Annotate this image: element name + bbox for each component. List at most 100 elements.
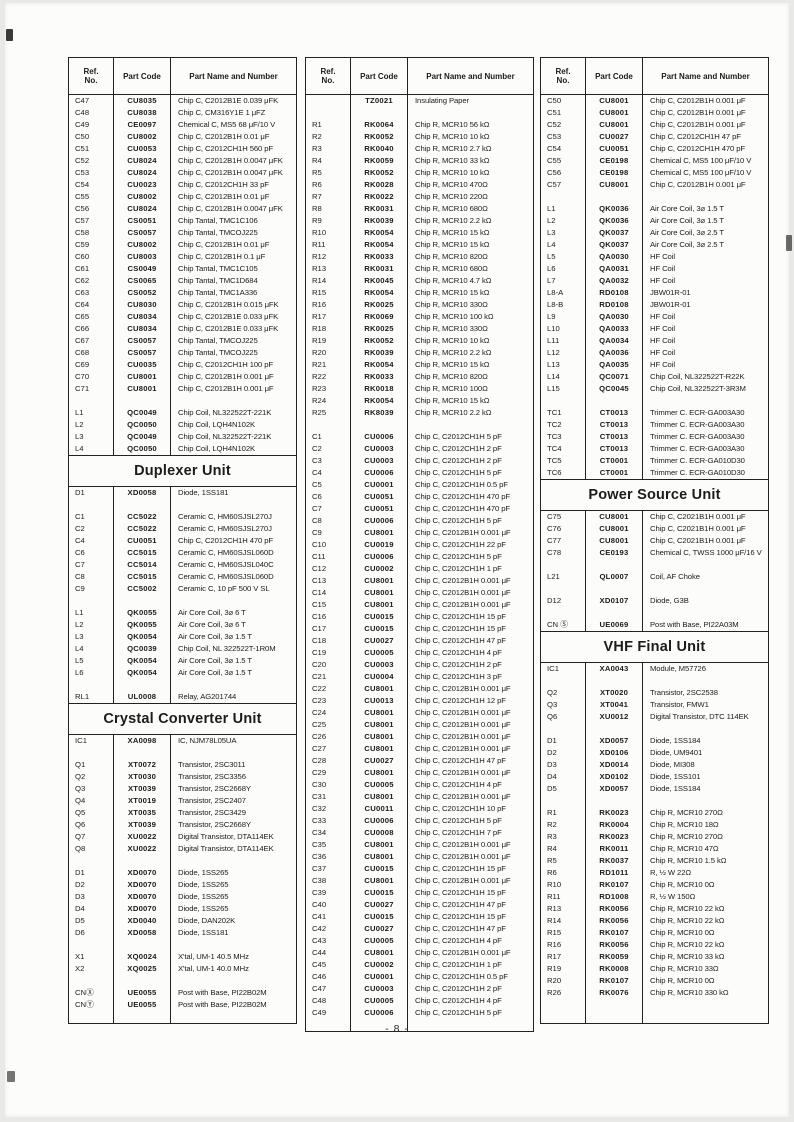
ref-no-cell: C16 bbox=[306, 611, 351, 623]
part-name-cell: Chip R, MCR10 15 kΩ bbox=[415, 228, 490, 237]
ref-no-cell: C18 bbox=[306, 635, 351, 647]
ref-no-cell: R23 bbox=[306, 383, 351, 395]
table-row: Q7 XU0022 Digital Transistor, DTA114EK bbox=[69, 831, 296, 843]
part-name-cell: Chip C, C2012B1H 0.001 μF bbox=[415, 528, 511, 537]
part-code-cell: CU0015 bbox=[351, 623, 408, 635]
part-code-cell: CU0006 bbox=[351, 467, 408, 479]
part-name-cell: Chip C, C2012CH1H 15 pF bbox=[415, 888, 506, 897]
ref-no-cell: C59 bbox=[69, 239, 114, 251]
table-row: R3 RK0023 Chip R, MCR10 270Ω bbox=[541, 831, 768, 843]
table-row: C70 CU8001 Chip C, C2012B1H 0.001 μF bbox=[69, 371, 296, 383]
ref-no-cell: C38 bbox=[306, 875, 351, 887]
part-code-cell: CU8001 bbox=[351, 947, 408, 959]
ref-no-cell: R9 bbox=[306, 215, 351, 227]
part-name-cell: Chip Coil, NL 322522T-1R0M bbox=[178, 644, 276, 653]
table-row bbox=[541, 607, 768, 619]
part-name-cell: Chip R, MCR10 33 kΩ bbox=[415, 156, 490, 165]
part-name-cell: Chip C, C2012CH1H 7 pF bbox=[415, 828, 502, 837]
ref-no-cell: L8-A bbox=[541, 287, 586, 299]
table-row: R21 RK0054 Chip R, MCR10 15 kΩ bbox=[306, 359, 533, 371]
part-name-cell: Chip C, C2012B1H 0.0047 μFK bbox=[178, 168, 283, 177]
part-name-cell: Chip C, C2012B1H 0.001 μF bbox=[415, 768, 511, 777]
part-code-cell: RK0008 bbox=[586, 963, 643, 975]
part-name-cell: Transistor, FMW1 bbox=[650, 700, 709, 709]
part-code-cell bbox=[114, 855, 171, 867]
part-name-cell: Chip C, C2012CH1H 5 pF bbox=[415, 468, 502, 477]
part-code-cell: CU0006 bbox=[351, 1007, 408, 1019]
part-name-cell bbox=[643, 583, 768, 595]
ref-no-cell: R18 bbox=[306, 323, 351, 335]
table-row: L5 QA0030 HF Coil bbox=[541, 251, 768, 263]
ref-no-cell: C50 bbox=[69, 131, 114, 143]
table-row: D2 XD0106 Diode, UM9401 bbox=[541, 747, 768, 759]
table-row: D1 XD0070 Diode, 1SS265 bbox=[69, 867, 296, 879]
table-row bbox=[541, 559, 768, 571]
column-header-part-code: Part Code bbox=[586, 58, 643, 94]
part-name-cell: Chip R, MCR10 680Ω bbox=[415, 264, 488, 273]
ref-no-cell: C47 bbox=[69, 95, 114, 107]
part-code-cell: RD0108 bbox=[586, 299, 643, 311]
ref-no-cell: Q4 bbox=[69, 795, 114, 807]
ref-no-cell: R10 bbox=[541, 879, 586, 891]
part-code-cell bbox=[586, 607, 643, 619]
part-name-cell: Chip C, C2012CH1H 5 pF bbox=[415, 816, 502, 825]
part-code-cell bbox=[114, 939, 171, 951]
table-row: C54 CU0051 Chip C, C2012CH1H 470 pF bbox=[541, 143, 768, 155]
part-code-cell: CU0003 bbox=[351, 443, 408, 455]
part-code-cell: XD0057 bbox=[586, 735, 643, 747]
table-row: L11 QA0034 HF Coil bbox=[541, 335, 768, 347]
table-row: C69 CU0035 Chip C, C2012CH1H 100 pF bbox=[69, 359, 296, 371]
part-name-cell: Trimmer C. ECR-GA003A30 bbox=[650, 408, 745, 417]
part-code-cell: CC5002 bbox=[114, 583, 171, 595]
part-name-cell: Chip C, C2021B1H 0.001 μF bbox=[650, 512, 746, 521]
part-code-cell: XD0107 bbox=[586, 595, 643, 607]
part-name-cell: Chip C, C2012B1H 0.001 μF bbox=[415, 852, 511, 861]
part-code-cell: CU0002 bbox=[351, 959, 408, 971]
part-name-cell: Digital Transistor, DTA114EK bbox=[178, 832, 274, 841]
part-name-cell: Chemical C, TWSS 1000 μF/16 V bbox=[650, 548, 762, 557]
ref-no-cell: C48 bbox=[306, 995, 351, 1007]
part-code-cell: RK0028 bbox=[351, 179, 408, 191]
ref-no-cell: C35 bbox=[306, 839, 351, 851]
table-row: R11 RD1008 R, ½ W 150Ω bbox=[541, 891, 768, 903]
ref-no-cell: D2 bbox=[69, 879, 114, 891]
ref-no-cell: C34 bbox=[306, 827, 351, 839]
ref-no-cell: R10 bbox=[306, 227, 351, 239]
part-name-cell: Chip C, C2012CH1H 47 pF bbox=[415, 924, 506, 933]
column-header-part-name: Part Name and Number bbox=[189, 71, 278, 81]
ref-no-cell: D3 bbox=[541, 759, 586, 771]
ref-no-cell: R21 bbox=[306, 359, 351, 371]
table-row: C28 CU0027 Chip C, C2012CH1H 47 pF bbox=[306, 755, 533, 767]
table-row: C76 CU8001 Chip C, C2021B1H 0.001 μF bbox=[541, 523, 768, 535]
ref-no-cell: CN Ⓢ bbox=[541, 619, 586, 631]
part-name-cell: Ceramic C, HM60SJSL060D bbox=[178, 548, 274, 557]
ref-no-cell: R19 bbox=[306, 335, 351, 347]
part-name-cell: Chip R, MCR10 2.7 kΩ bbox=[415, 144, 492, 153]
part-name-cell: Chip R, MCR10 220Ω bbox=[415, 192, 488, 201]
ref-no-cell: L1 bbox=[69, 407, 114, 419]
part-code-cell: CC5015 bbox=[114, 547, 171, 559]
part-code-cell: CU8002 bbox=[114, 239, 171, 251]
table-row: C41 CU0015 Chip C, C2012CH1H 15 pF bbox=[306, 911, 533, 923]
part-code-cell bbox=[586, 191, 643, 203]
part-name-cell: Chip C, C2012CH1H 5 pF bbox=[415, 1008, 502, 1017]
ref-no-cell bbox=[69, 939, 114, 951]
part-code-cell: CU8001 bbox=[586, 119, 643, 131]
part-code-cell bbox=[114, 747, 171, 759]
part-code-cell: RK0031 bbox=[351, 263, 408, 275]
part-code-cell: UE0055 bbox=[114, 999, 171, 1011]
part-name-cell: HF Coil bbox=[650, 360, 675, 369]
table-row: C67 CS0057 Chip Tantal, TMCOJ225 bbox=[69, 335, 296, 347]
part-name-cell: Chip Tantal, TMCOJ225 bbox=[178, 228, 258, 237]
part-name-cell: Chip C, C2012CH1H 2 pF bbox=[415, 444, 502, 453]
part-code-cell: CU8001 bbox=[351, 599, 408, 611]
part-name-cell: Chip C, C2012B1H 0.001 μF bbox=[650, 96, 746, 105]
table-row: R23 RK0018 Chip R, MCR10 100Ω bbox=[306, 383, 533, 395]
table-row: C64 CU8030 Chip C, C2012B1H 0.015 μFK bbox=[69, 299, 296, 311]
ref-no-cell bbox=[69, 975, 114, 987]
table-row: L10 QA0033 HF Coil bbox=[541, 323, 768, 335]
part-code-cell: CU0001 bbox=[351, 479, 408, 491]
part-name-cell: Chip C, C2012B1H 0.001 μF bbox=[415, 876, 511, 885]
ref-no-cell: C21 bbox=[306, 671, 351, 683]
part-name-cell bbox=[643, 191, 768, 203]
